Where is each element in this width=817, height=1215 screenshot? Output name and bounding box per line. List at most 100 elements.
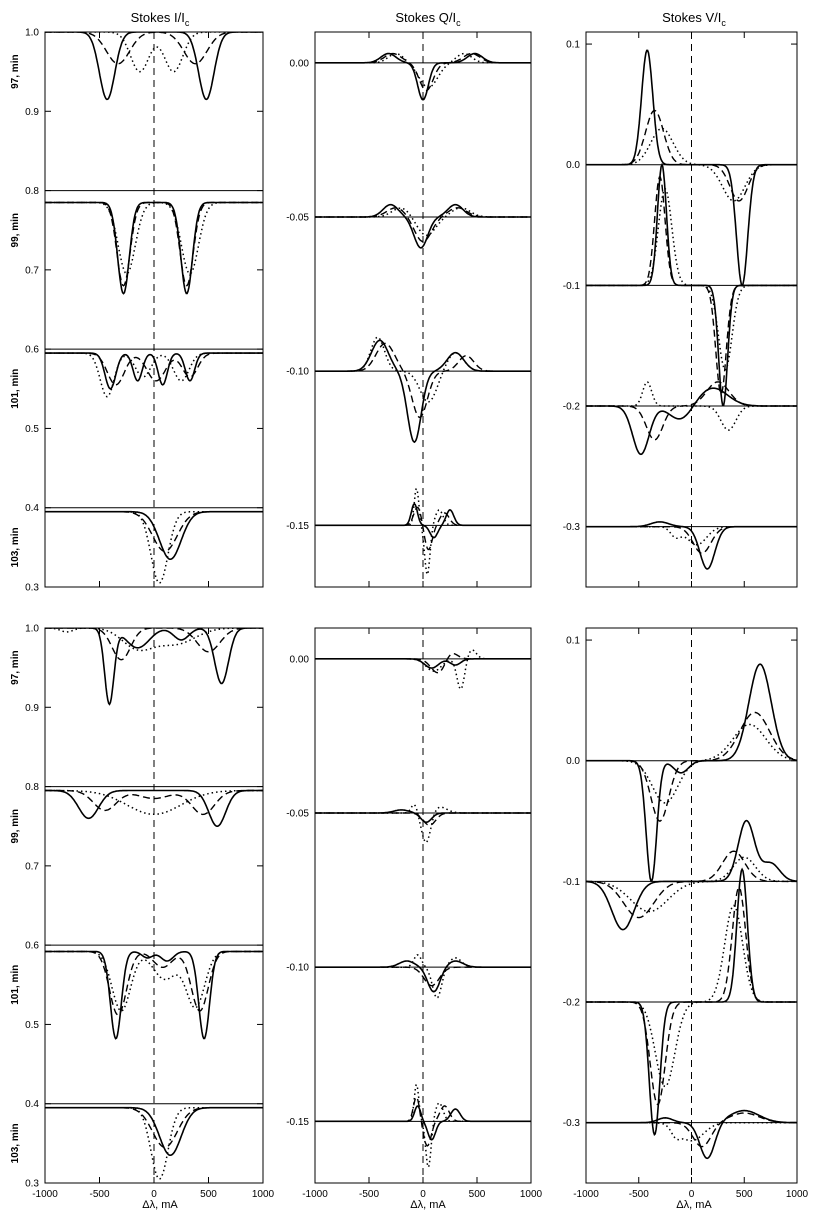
series-dotted-3 [45, 352, 263, 398]
profile-curves [45, 32, 263, 584]
y-tick-label: 0.9 [25, 107, 39, 118]
y-tick-label: 0.3 [25, 583, 39, 594]
y-tick-label: -0.05 [286, 213, 309, 224]
y-tick-label: 0.5 [25, 1020, 39, 1031]
row-label: 99, min [10, 213, 21, 247]
column-titles: Stokes I/Ic Stokes Q/Ic Stokes V/Ic [131, 10, 727, 28]
row-label: 101, min [10, 369, 21, 409]
y-tick-label: -0.10 [286, 963, 309, 974]
x-tick-label: -1000 [32, 1189, 58, 1200]
x-tick-label: 0 [689, 1189, 695, 1200]
x-tick-label: 1000 [520, 1189, 543, 1200]
series-dotted-2 [315, 207, 531, 237]
x-axis-title-v: Δλ, mA [676, 1199, 712, 1211]
panel-top-V: 0.1 0.0 -0.1 -0.2 -0.3 [563, 31, 798, 588]
series-dashed-3 [586, 886, 797, 1106]
series-dotted-4 [315, 1084, 531, 1170]
x-tick-label: -500 [359, 1189, 379, 1200]
series-dotted-1 [315, 52, 531, 89]
series-solid-1 [45, 628, 263, 706]
y-tick-label: 0.00 [290, 58, 310, 69]
series-dotted-2 [586, 856, 797, 913]
row-label: 97, min [10, 650, 21, 684]
profile-curves [315, 649, 531, 1170]
y-tick-label: 0.6 [25, 345, 39, 356]
y-tick-label: 0.8 [25, 186, 39, 197]
series-dotted-2 [315, 803, 531, 844]
panel-bottom-Q: 0.00 -0.05 -0.10 -0.15 -1000 -500 0 500 1000 [286, 627, 543, 1200]
y-tick-label: 0.00 [290, 654, 310, 665]
series-dashed-4 [586, 1112, 797, 1148]
x-tick-label: 500 [469, 1189, 486, 1200]
series-dotted-3 [45, 950, 263, 1012]
y-tick-label: -0.1 [563, 281, 581, 292]
series-dotted-3 [586, 381, 797, 431]
y-tick-label: 0.4 [25, 503, 39, 514]
series-dotted-1 [45, 628, 263, 652]
y-tick-label: 0.7 [25, 265, 39, 276]
x-tick-label: 500 [736, 1189, 753, 1200]
series-dotted-4 [586, 1121, 797, 1142]
y-tick-label: -0.10 [286, 367, 309, 378]
row-label: 103, min [10, 527, 21, 567]
profile-curves [586, 49, 797, 570]
y-tick-label: 0.4 [25, 1099, 39, 1110]
x-tick-label: -1000 [573, 1189, 599, 1200]
y-tick-label: 1.0 [25, 28, 39, 39]
x-axis-title-i: Δλ, mA [142, 1199, 178, 1211]
series-dotted-3 [315, 954, 531, 999]
x-tick-label: 500 [200, 1189, 217, 1200]
y-tick-label: 0.3 [25, 1179, 39, 1190]
y-tick-label: -0.1 [563, 877, 581, 888]
y-tick-label: 0.1 [566, 636, 580, 647]
row-label: 97, min [10, 54, 21, 88]
y-tick-label: -0.3 [563, 522, 581, 533]
profile-curves [586, 663, 797, 1160]
profile-curves [45, 628, 263, 1180]
series-dashed-2 [45, 789, 263, 816]
x-tick-label: 1000 [786, 1189, 809, 1200]
series-dotted-1 [315, 649, 531, 690]
panel-top-I: 1.0 0.9 0.8 0.7 0.6 0.5 0.4 0.3 97, min 99, min 10… [10, 28, 264, 594]
y-tick-label: 0.7 [25, 861, 39, 872]
y-tick-label: -0.15 [286, 521, 309, 532]
series-dotted-4 [315, 488, 531, 577]
y-tick-label: 0.6 [25, 941, 39, 952]
x-tick-label: -1000 [302, 1189, 328, 1200]
series-dotted-2 [586, 187, 797, 371]
y-tick-label: 0.9 [25, 703, 39, 714]
x-tick-label: 0 [420, 1189, 426, 1200]
x-tick-label: -500 [629, 1189, 649, 1200]
panel-bottom-I: 1.0 0.9 0.8 0.7 0.6 0.5 0.4 0.3-1000 -500 0 500 100… [10, 624, 275, 1201]
series-solid-2 [45, 789, 263, 827]
series-dotted-1 [586, 127, 797, 202]
profile-curves [315, 52, 531, 577]
row-label: 101, min [10, 965, 21, 1005]
series-dashed-1 [586, 711, 797, 822]
series-solid-1 [45, 32, 263, 101]
x-tick-label: 0 [151, 1189, 157, 1200]
series-dotted-2 [45, 201, 263, 275]
column-title-stokes-v: Stokes V/Ic [662, 10, 726, 28]
y-tick-label: -0.15 [286, 1117, 309, 1128]
y-tick-label: 0.5 [25, 424, 39, 435]
x-tick-label: 1000 [252, 1189, 275, 1200]
y-tick-label: -0.2 [563, 402, 581, 413]
series-dotted-4 [45, 510, 263, 584]
series-dotted-2 [45, 789, 263, 816]
y-tick-label: 0.0 [566, 756, 580, 767]
y-tick-label: -0.05 [286, 809, 309, 820]
column-title-stokes-q: Stokes Q/Ic [395, 10, 461, 28]
y-tick-label: -0.2 [563, 998, 581, 1009]
y-tick-label: 0.0 [566, 160, 580, 171]
series-dotted-4 [45, 1106, 263, 1180]
panel-bottom-V: 0.1 0.0 -0.1 -0.2 -0.3 -1000 -500 0 500 1000 [563, 627, 809, 1200]
row-label: 103, min [10, 1123, 21, 1163]
series-solid-3 [315, 339, 531, 444]
series-dashed-2 [586, 850, 797, 919]
panel-top-Q: 0.00 -0.05 -0.10 -0.15 [286, 31, 532, 588]
y-tick-label: 1.0 [25, 624, 39, 635]
series-dotted-1 [45, 32, 263, 73]
y-tick-label: 0.1 [566, 40, 580, 51]
